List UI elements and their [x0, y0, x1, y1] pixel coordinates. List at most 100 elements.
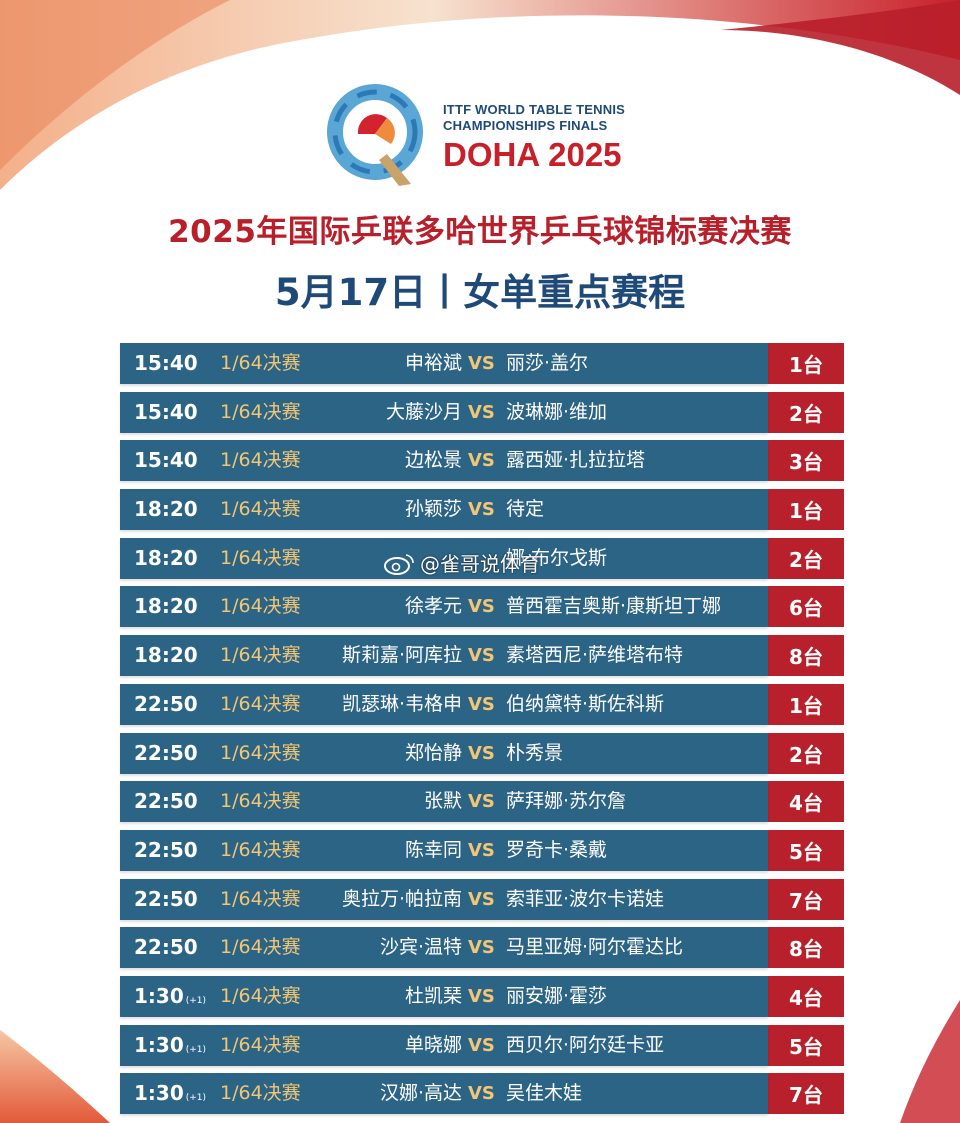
match-table-number: 5台	[768, 1024, 844, 1066]
versus-label: VS	[468, 937, 495, 959]
watermark-text: @雀哥说体育	[420, 552, 540, 576]
match-time: 15:40	[134, 343, 198, 384]
match-table-number: 5台	[768, 829, 844, 871]
match-table-number: 4台	[768, 781, 844, 823]
match-time-value: 18:20	[134, 594, 198, 619]
match-round: 1/64决赛	[220, 595, 301, 618]
match-round: 1/64决赛	[220, 352, 301, 374]
match-round: 1/64决赛	[220, 984, 301, 1007]
match-table-number: 1台	[768, 343, 844, 384]
match-round: 1/64决赛	[220, 644, 301, 667]
match-table-number: 7台	[768, 1073, 844, 1115]
versus-label: VS	[468, 888, 495, 910]
match-table-number: 2台	[768, 391, 844, 433]
player-2: 罗奇卡·桑戴	[506, 838, 608, 861]
player-2: 露西娅·扎拉拉塔	[506, 449, 646, 472]
player-1: 杜凯琹	[404, 984, 462, 1007]
versus-label: VS	[468, 1083, 495, 1105]
match-round: 1/64决赛	[220, 449, 301, 472]
match-info: 1:30 (+1) 1/64决赛 杜凯琹 VS 丽安娜·霍莎	[120, 975, 768, 1017]
weibo-watermark: @雀哥说体育	[382, 550, 540, 578]
match-info: 18:20 1/64决赛 斯莉嘉·阿库拉 VS 素塔西尼·萨维塔布特	[120, 635, 768, 677]
match-time-value: 22:50	[134, 837, 198, 862]
match-round: 1/64决赛	[220, 936, 301, 959]
logo-line-1: ITTF WORLD TABLE TENNIS	[443, 102, 626, 117]
match-round: 1/64决赛	[220, 741, 301, 764]
match-time: 22:50	[134, 781, 198, 822]
versus-label: VS	[468, 401, 495, 423]
player-2: 西贝尔·阿尔廷卡亚	[506, 1033, 665, 1056]
match-round: 1/64决赛	[220, 838, 301, 861]
player-2: 素塔西尼·萨维塔布特	[506, 644, 684, 667]
event-logo: ITTF WORLD TABLE TENNIS CHAMPIONSHIPS FI…	[325, 82, 655, 192]
match-time: 22:50	[134, 927, 198, 968]
versus-label: VS	[468, 450, 495, 472]
match-row: 15:40 1/64决赛 申裕斌 VS 丽莎·盖尔 1台	[120, 343, 844, 384]
match-time: 1:30 (+1)	[134, 976, 206, 1017]
match-table-number: 8台	[768, 635, 844, 677]
player-2: 待定	[506, 498, 545, 521]
match-info: 22:50 1/64决赛 张默 VS 萨拜娜·苏尔詹	[120, 781, 768, 823]
match-time-value: 22:50	[134, 740, 198, 765]
versus-label: VS	[468, 1034, 495, 1056]
match-info: 1:30 (+1) 1/64决赛 汉娜·高达 VS 吴佳木娃	[120, 1073, 768, 1115]
match-time-value: 22:50	[134, 886, 198, 911]
match-time: 18:20	[134, 586, 198, 627]
match-time-value: 22:50	[134, 935, 198, 960]
match-row: 22:50 1/64决赛 张默 VS 萨拜娜·苏尔詹 4台	[120, 781, 844, 823]
versus-label: VS	[468, 353, 495, 374]
match-time-value: 1:30	[134, 983, 184, 1008]
match-row: 22:50 1/64决赛 陈幸同 VS 罗奇卡·桑戴 5台	[120, 829, 844, 871]
match-row: 22:50 1/64决赛 奥拉万·帕拉南 VS 索菲亚·波尔卡诺娃 7台	[120, 878, 844, 920]
match-row: 22:50 1/64决赛 凯瑟琳·韦格申 VS 伯纳黛特·斯佐科斯 1台	[120, 683, 844, 725]
player-2: 马里亚姆·阿尔霍达比	[506, 936, 684, 959]
match-row: 15:40 1/64决赛 大藤沙月 VS 波琳娜·维加 2台	[120, 391, 844, 433]
match-time: 18:20	[134, 635, 198, 676]
match-time: 22:50	[134, 684, 198, 725]
page-title: 2025年国际乒联多哈世界乒乓球锦标赛决赛	[168, 214, 792, 250]
match-info: 15:40 1/64决赛 边松景 VS 露西娅·扎拉拉塔	[120, 440, 768, 482]
match-round: 1/64决赛	[220, 546, 301, 569]
player-2: 吴佳木娃	[506, 1082, 583, 1105]
player-1: 沙宾·温特	[379, 936, 462, 959]
match-table-number: 3台	[768, 440, 844, 482]
logo-line-3: DOHA 2025	[443, 136, 622, 173]
player-1: 斯莉嘉·阿库拉	[341, 644, 462, 667]
match-round: 1/64决赛	[220, 498, 301, 521]
player-2: 萨拜娜·苏尔詹	[506, 790, 627, 813]
player-1: 奥拉万·帕拉南	[341, 887, 462, 910]
match-table-number: 4台	[768, 975, 844, 1017]
match-time: 22:50	[134, 879, 198, 920]
match-row: 18:20 1/64决赛 徐孝元 VS 普西霍吉奥斯·康斯坦丁娜 6台	[120, 586, 844, 628]
player-1: 陈幸同	[404, 838, 462, 861]
match-row: 22:50 1/64决赛 郑怡静 VS 朴秀景 2台	[120, 732, 844, 774]
player-2: 丽安娜·霍莎	[506, 984, 608, 1007]
schedule-table: 15:40 1/64决赛 申裕斌 VS 丽莎·盖尔 1台 15:40 1/64决赛 大藤沙月 VS…	[120, 343, 844, 1122]
versus-label: VS	[468, 742, 495, 764]
doha-q-emblem-icon	[327, 84, 423, 186]
match-table-number: 7台	[768, 878, 844, 920]
match-info: 22:50 1/64决赛 奥拉万·帕拉南 VS 索菲亚·波尔卡诺娃	[120, 878, 768, 920]
match-row: 1:30 (+1) 1/64决赛 单晓娜 VS 西贝尔·阿尔廷卡亚 5台	[120, 1024, 844, 1066]
next-day-note: (+1)	[185, 1093, 207, 1104]
match-time-value: 1:30	[134, 1032, 184, 1057]
match-time-value: 15:40	[134, 351, 198, 375]
page-subtitle: 5月17日丨女单重点赛程	[274, 271, 686, 314]
match-info: 15:40 1/64决赛 申裕斌 VS 丽莎·盖尔	[120, 343, 768, 384]
versus-label: VS	[468, 985, 495, 1007]
match-time-value: 22:50	[134, 691, 198, 716]
logo-line-2: CHAMPIONSHIPS FINALS	[443, 118, 608, 133]
match-time-value: 18:20	[134, 497, 198, 522]
versus-label: VS	[468, 596, 495, 618]
player-1: 边松景	[404, 449, 462, 472]
player-1: 郑怡静	[404, 741, 462, 764]
match-time: 18:20	[134, 538, 198, 579]
match-time: 15:40	[134, 392, 198, 433]
player-2: 波琳娜·维加	[506, 400, 608, 423]
match-round: 1/64决赛	[220, 1082, 301, 1105]
match-row: 15:40 1/64决赛 边松景 VS 露西娅·扎拉拉塔 3台	[120, 440, 844, 482]
next-day-note: (+1)	[185, 995, 207, 1006]
match-table-number: 6台	[768, 586, 844, 628]
match-round: 1/64决赛	[220, 887, 301, 910]
match-round: 1/64决赛	[220, 790, 301, 813]
